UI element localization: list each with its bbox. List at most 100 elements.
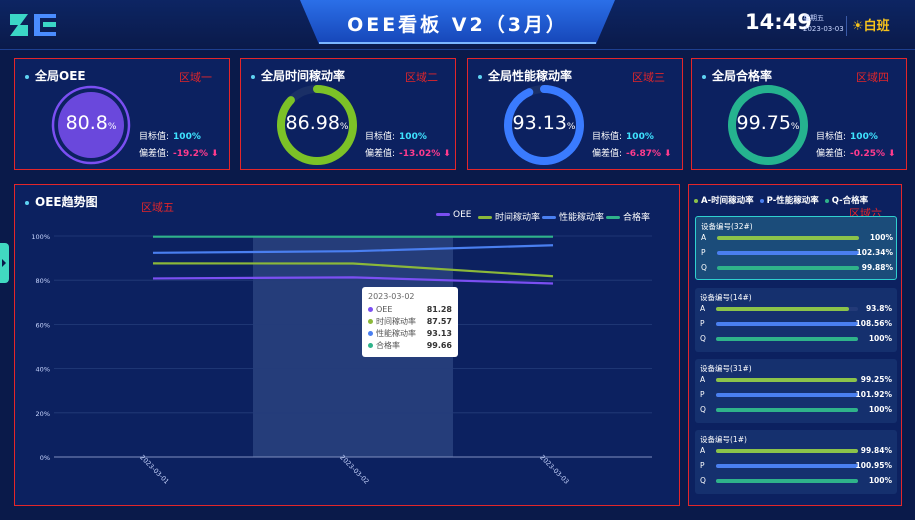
device-legend-item: P-性能稼动率 bbox=[759, 196, 819, 206]
kpi-target: 目标值: 100% bbox=[816, 132, 878, 142]
metric-track bbox=[716, 393, 858, 397]
device-name: 设备编号(1#) bbox=[700, 435, 747, 444]
metric-letter: Q bbox=[700, 476, 706, 485]
zone-label: 区域四 bbox=[856, 71, 889, 84]
kpi-target: 目标值: 100% bbox=[139, 132, 201, 142]
metric-letter: P bbox=[701, 248, 706, 257]
kpi-title: 全局OEE bbox=[25, 67, 86, 84]
device-metric-row: Q 100% bbox=[700, 405, 892, 415]
tooltip-row: 性能稼动率 93.13 bbox=[368, 327, 452, 339]
device-name: 设备编号(31#) bbox=[700, 364, 752, 373]
kpi-deviation: 偏差值: -0.25% ⬇ bbox=[816, 149, 896, 159]
metric-track bbox=[716, 378, 858, 382]
metric-track bbox=[716, 464, 858, 468]
metric-value: 93.8% bbox=[865, 304, 892, 313]
device-metric-row: A 99.25% bbox=[700, 375, 892, 385]
arrow-down-icon: ⬇ bbox=[211, 149, 219, 159]
metric-letter: A bbox=[700, 375, 706, 384]
metric-value: 101.92% bbox=[855, 390, 892, 399]
legend-item[interactable]: 合格率 bbox=[606, 210, 650, 223]
metric-letter: P bbox=[700, 390, 705, 399]
zone-label: 区域五 bbox=[141, 201, 174, 214]
metric-value: 100% bbox=[869, 233, 893, 242]
metric-value: 99.88% bbox=[861, 263, 893, 272]
metric-value: 100% bbox=[868, 405, 892, 414]
side-drawer-handle[interactable] bbox=[0, 243, 9, 283]
kpi-gauge bbox=[277, 85, 357, 165]
metric-bar bbox=[717, 236, 859, 240]
metric-track bbox=[717, 251, 859, 255]
metric-letter: A bbox=[700, 304, 706, 313]
tooltip-series: 性能稼动率 bbox=[376, 328, 416, 338]
tooltip-row: 合格率 99.66 bbox=[368, 339, 452, 351]
device-card[interactable]: 设备编号(32#) A 100% P 102.34% Q 99.88% bbox=[695, 216, 897, 280]
legend-swatch bbox=[542, 216, 556, 219]
chart-tooltip: 2023-03-02 OEE 81.28 时间稼动率 87.57 性能稼动率 93.13 合… bbox=[362, 287, 458, 357]
kpi-value: 93.13% bbox=[512, 112, 576, 134]
kpi-deviation: 偏差值: -6.87% ⬇ bbox=[592, 149, 672, 159]
metric-letter: A bbox=[700, 446, 706, 455]
metric-bar bbox=[717, 251, 859, 255]
tooltip-series: 合格率 bbox=[376, 340, 400, 350]
device-card[interactable]: 设备编号(14#) A 93.8% P 108.56% Q 100% bbox=[695, 288, 897, 352]
metric-bar bbox=[717, 266, 859, 270]
kpi-gauge bbox=[728, 85, 808, 165]
kpi-gauge bbox=[504, 85, 584, 165]
tooltip-series: OEE bbox=[376, 304, 393, 314]
device-metric-row: A 100% bbox=[701, 233, 893, 243]
trend-panel: OEE趋势图 区域五 bbox=[14, 184, 680, 506]
legend-item[interactable]: 时间稼动率 bbox=[478, 210, 540, 223]
shift-indicator[interactable]: ☀白班 bbox=[852, 15, 890, 34]
header-bar: OEE看板 V2（3月） 14:49 星期五 2023-03-03 ☀白班 bbox=[0, 0, 915, 50]
tooltip-dot bbox=[368, 330, 373, 336]
metric-value: 100% bbox=[868, 334, 892, 343]
device-legend-item: A-时间稼动率 bbox=[694, 196, 754, 206]
kpi-deviation: 偏差值: -19.2% ⬇ bbox=[139, 149, 219, 159]
device-metric-row: A 99.84% bbox=[700, 446, 892, 456]
tooltip-value: 99.66 bbox=[426, 340, 452, 350]
metric-track bbox=[717, 236, 859, 240]
metric-letter: Q bbox=[700, 405, 706, 414]
kpi-value: 86.98% bbox=[285, 112, 349, 134]
tooltip-value: 81.28 bbox=[426, 304, 452, 314]
company-logo bbox=[10, 14, 56, 36]
clock-time: 14:49 bbox=[745, 10, 812, 34]
metric-value: 99.84% bbox=[860, 446, 892, 455]
metric-value: 108.56% bbox=[855, 319, 892, 328]
device-metric-row: P 108.56% bbox=[700, 319, 892, 329]
tooltip-series: 时间稼动率 bbox=[376, 316, 416, 326]
kpi-deviation: 偏差值: -13.02% ⬇ bbox=[365, 149, 451, 159]
zone-label: 区域一 bbox=[179, 71, 212, 84]
kpi-title: 全局时间稼动率 bbox=[251, 67, 345, 84]
tooltip-value: 87.57 bbox=[426, 316, 452, 326]
kpi-target: 目标值: 100% bbox=[365, 132, 427, 142]
metric-letter: Q bbox=[701, 263, 707, 272]
tooltip-dot bbox=[368, 306, 373, 312]
page-title: OEE看板 V2（3月） bbox=[347, 14, 568, 36]
metric-bar bbox=[716, 307, 850, 311]
device-metric-row: A 93.8% bbox=[700, 304, 892, 314]
device-card[interactable]: 设备编号(31#) A 99.25% P 101.92% Q 100% bbox=[695, 359, 897, 423]
metric-bar bbox=[716, 449, 858, 453]
legend-item[interactable]: 性能稼动率 bbox=[542, 210, 604, 223]
metric-value: 100% bbox=[868, 476, 892, 485]
legend-label: 合格率 bbox=[623, 213, 651, 223]
metric-track bbox=[716, 408, 858, 412]
metric-value: 102.34% bbox=[856, 248, 893, 257]
metric-bar bbox=[716, 464, 858, 468]
kpi-value: 99.75% bbox=[736, 112, 800, 134]
device-legend: A-时间稼动率 P-性能稼动率 Q-合格率 bbox=[694, 194, 874, 206]
tooltip-dot bbox=[368, 318, 373, 324]
legend-item[interactable]: OEE bbox=[436, 210, 471, 220]
kpi-title: 全局性能稼动率 bbox=[478, 67, 572, 84]
legend-swatch bbox=[436, 213, 450, 216]
metric-bar bbox=[716, 337, 858, 341]
device-legend-item: Q-合格率 bbox=[824, 196, 868, 206]
sun-icon: ☀ bbox=[852, 19, 864, 34]
device-card[interactable]: 设备编号(1#) A 99.84% P 100.95% Q 100% bbox=[695, 430, 897, 494]
arrow-down-icon: ⬇ bbox=[888, 149, 896, 159]
zone-label: 区域二 bbox=[405, 71, 438, 84]
shift-label: 白班 bbox=[863, 19, 890, 34]
legend-swatch bbox=[606, 216, 620, 219]
legend-label: 性能稼动率 bbox=[559, 213, 605, 223]
